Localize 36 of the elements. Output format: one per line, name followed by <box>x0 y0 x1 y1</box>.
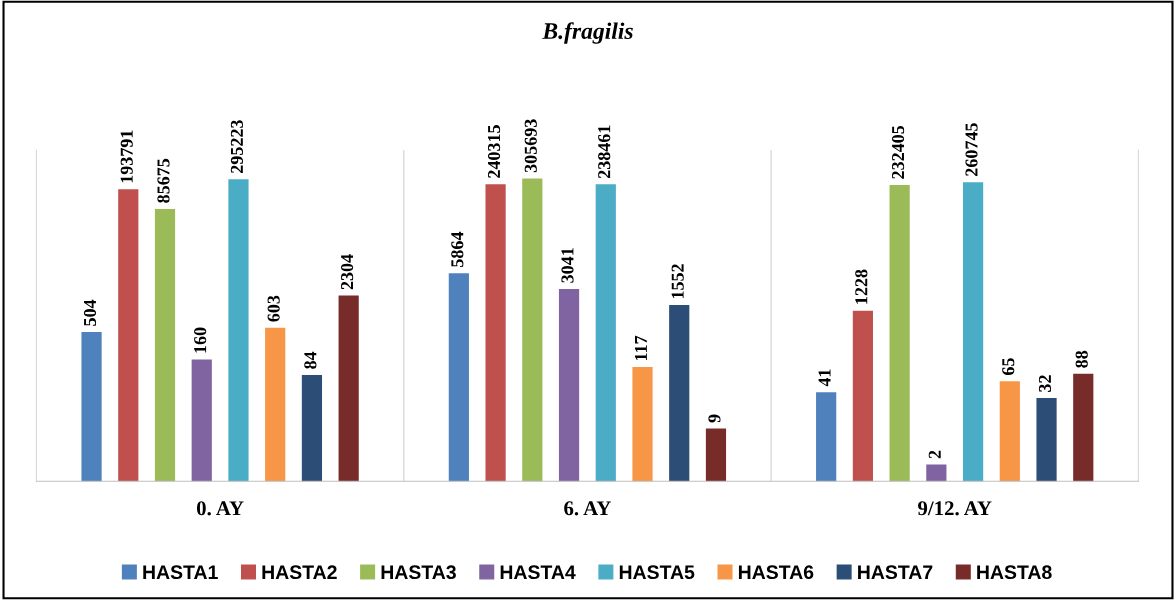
data-label: 5864 <box>451 231 464 267</box>
legend-label: HASTA1 <box>143 565 218 580</box>
data-label: 240315 <box>487 125 501 178</box>
data-label: 193791 <box>120 130 133 183</box>
chart-title: B.fragilis <box>542 22 633 44</box>
legend-label: HASTA8 <box>977 565 1052 580</box>
data-label: 2304 <box>341 254 354 290</box>
data-label: 9 <box>708 414 721 423</box>
data-label: 88 <box>1075 350 1088 368</box>
data-label: 117 <box>634 335 647 361</box>
data-label: 305693 <box>524 119 537 173</box>
legend-label: HASTA3 <box>381 565 456 580</box>
x-tick-label: 9/12. AY <box>918 501 992 516</box>
data-label: 3041 <box>561 248 574 283</box>
data-label: 85675 <box>157 158 170 203</box>
legend-label: HASTA4 <box>500 565 576 580</box>
legend-label: HASTA7 <box>858 565 933 580</box>
data-label: 1552 <box>671 264 684 299</box>
data-label: 32 <box>1038 375 1052 392</box>
data-label: 238461 <box>598 125 611 179</box>
data-label: 504 <box>83 299 97 326</box>
data-label: 260745 <box>965 123 978 176</box>
data-label: 160 <box>194 327 207 353</box>
data-label: 603 <box>267 295 280 322</box>
legend-label: HASTA5 <box>619 565 695 580</box>
legend-label: HASTA6 <box>738 565 814 580</box>
data-label: 84 <box>304 351 317 369</box>
data-label: 41 <box>818 369 831 387</box>
legend-label: HASTA2 <box>262 565 337 580</box>
data-label: 295223 <box>230 120 243 173</box>
x-tick-label: 6. AY <box>564 501 611 516</box>
data-label: 65 <box>1002 358 1015 375</box>
data-label: 1228 <box>855 269 868 304</box>
data-label: 232405 <box>891 125 905 179</box>
data-label: 2 <box>928 450 941 459</box>
x-tick-label: 0. AY <box>196 501 244 516</box>
